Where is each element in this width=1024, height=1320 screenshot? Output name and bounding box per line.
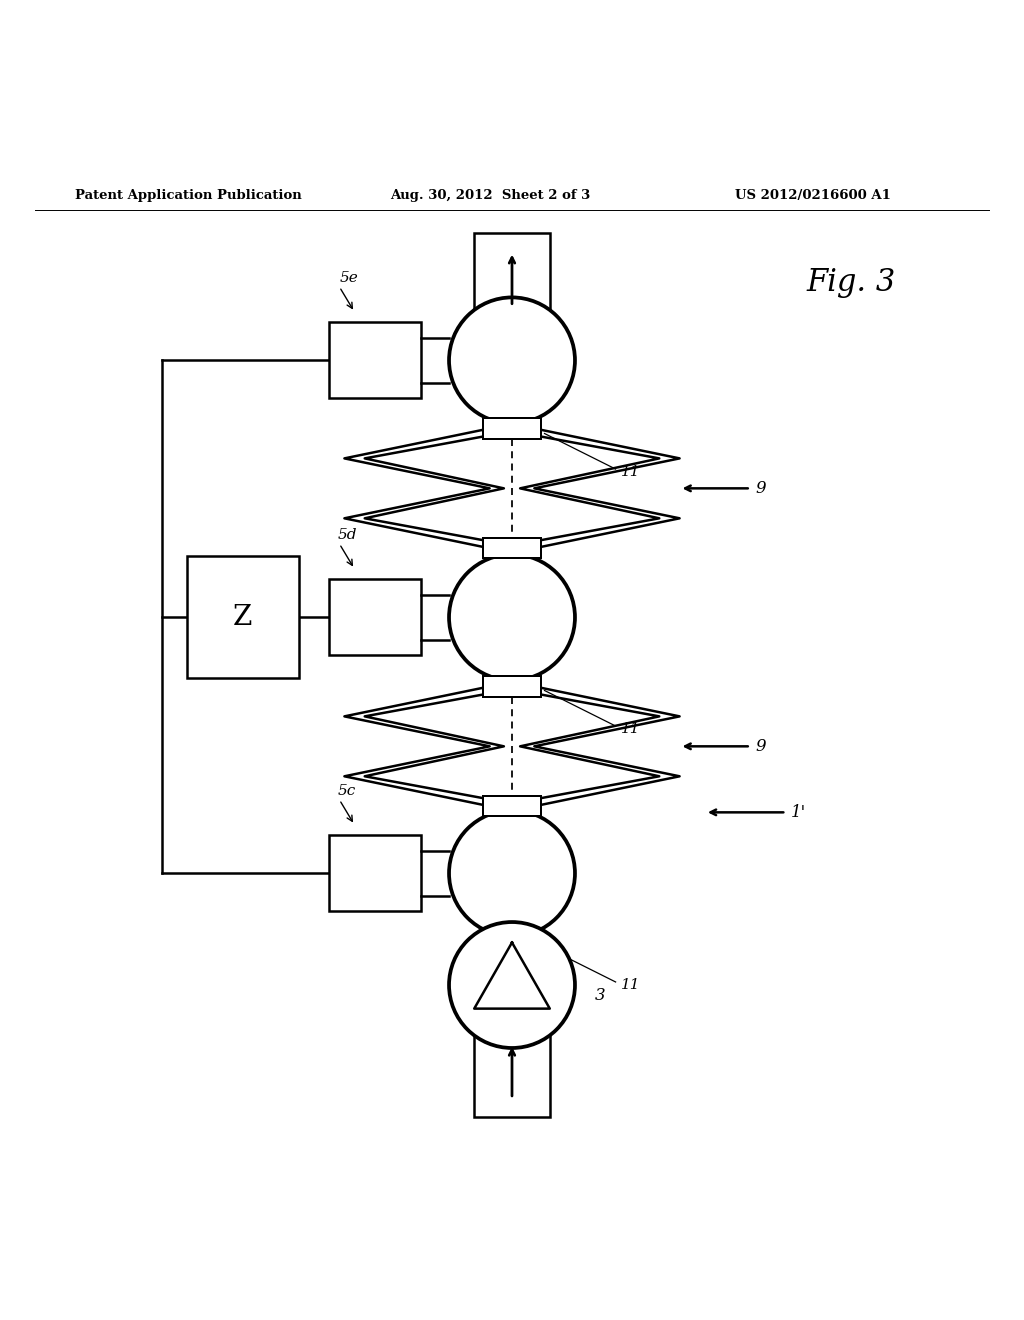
Text: Patent Application Publication: Patent Application Publication [75,189,302,202]
Text: 11: 11 [621,465,640,479]
Circle shape [450,923,574,1048]
Bar [482,539,542,558]
Bar [329,579,421,656]
Text: Z: Z [233,603,253,631]
Text: 9: 9 [756,480,766,496]
Text: 1': 1' [792,804,807,821]
Text: 11: 11 [621,722,640,737]
Text: 9: 9 [756,738,766,755]
Bar [187,557,299,678]
Circle shape [450,297,574,424]
Text: 5e: 5e [339,271,358,285]
Text: Aug. 30, 2012  Sheet 2 of 3: Aug. 30, 2012 Sheet 2 of 3 [390,189,591,202]
Text: 5c: 5c [337,784,355,797]
Bar [474,1026,550,1117]
Bar [482,676,542,697]
Text: 11: 11 [621,978,640,993]
Circle shape [450,554,574,680]
Bar [329,836,421,911]
Text: US 2012/0216600 A1: US 2012/0216600 A1 [735,189,891,202]
Circle shape [450,810,574,936]
Text: 3: 3 [595,986,606,1003]
Bar [474,234,550,325]
Bar [329,322,421,399]
Text: 5d: 5d [337,528,356,541]
Bar [482,796,542,816]
Bar [482,418,542,438]
Text: Fig. 3: Fig. 3 [807,267,896,298]
